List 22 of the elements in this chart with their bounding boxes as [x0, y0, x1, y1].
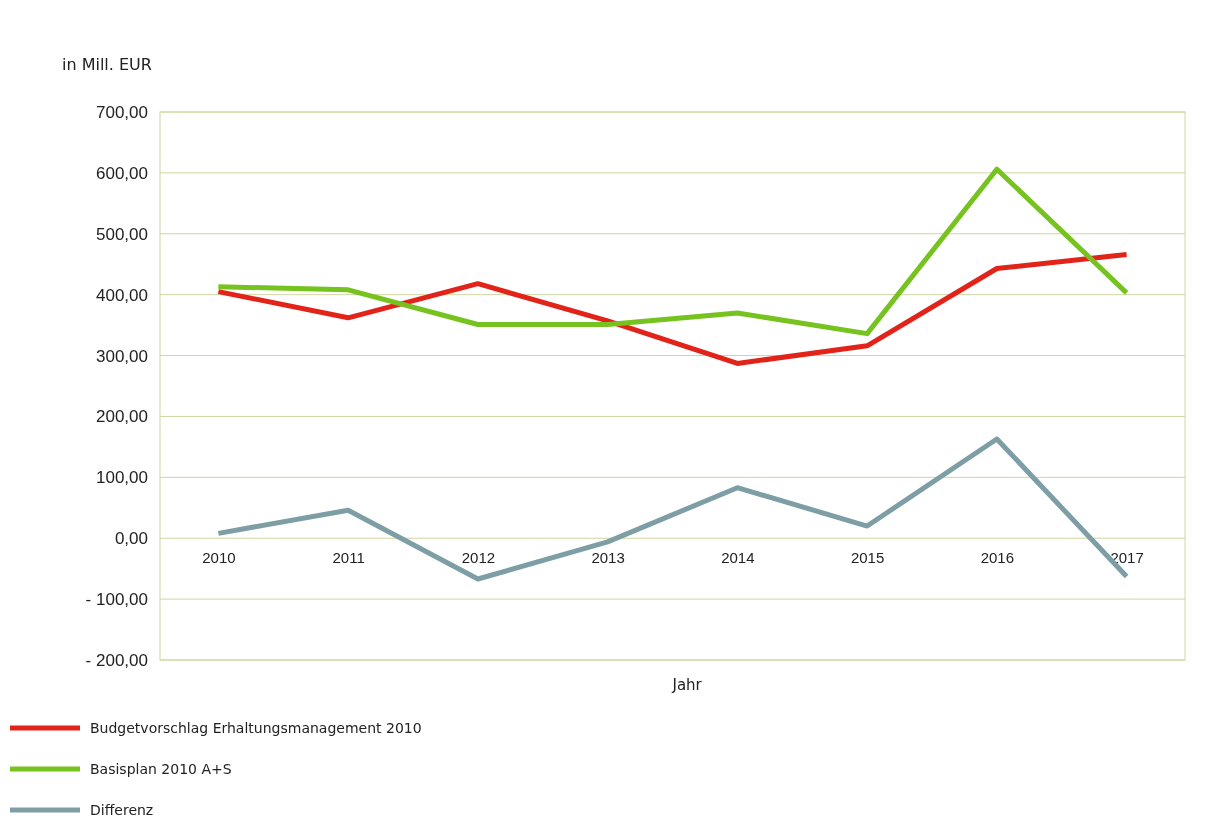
legend-label: Budgetvorschlag Erhaltungsmanagement 2010 [90, 720, 422, 736]
y-tick-label: 0,00 [114, 529, 148, 549]
y-tick-label: - 100,00 [85, 590, 148, 610]
x-axis-title: Jahr [671, 676, 703, 694]
legend-label: Basisplan 2010 A+S [90, 761, 232, 777]
y-tick-label: 300,00 [96, 346, 148, 366]
legend-label: Differenz [90, 802, 154, 818]
y-tick-label: 700,00 [96, 102, 148, 122]
x-tick-label: 2016 [980, 548, 1015, 566]
y-tick-label: 600,00 [96, 163, 148, 183]
x-tick-label: 2014 [721, 548, 755, 566]
x-tick-label: 2015 [850, 548, 885, 566]
y-axis-title: in Mill. EUR [62, 55, 152, 74]
x-tick-label: 2012 [461, 548, 496, 566]
x-tick-label: 2011 [332, 548, 365, 566]
y-tick-label: 200,00 [96, 407, 148, 427]
y-tick-label: 100,00 [96, 468, 148, 488]
x-tick-label: 2013 [591, 548, 625, 566]
x-tick-label: 2010 [202, 548, 236, 566]
y-tick-label: 400,00 [96, 285, 148, 305]
y-tick-label: 500,00 [96, 224, 148, 244]
y-tick-label: - 200,00 [85, 650, 148, 670]
